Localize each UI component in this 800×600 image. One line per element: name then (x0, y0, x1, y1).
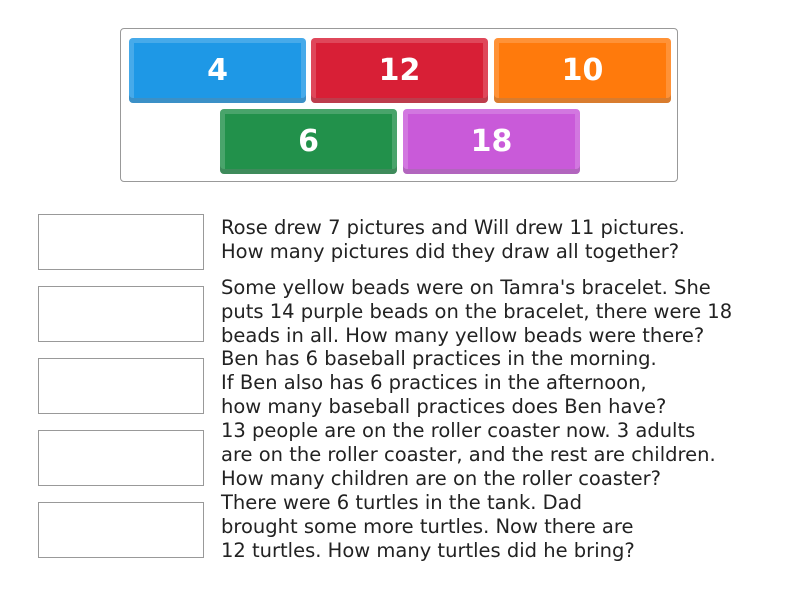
answer-tile[interactable]: 10 (494, 38, 671, 103)
question-text: Ben has 6 baseball practices in the morn… (221, 347, 667, 418)
question-text: 13 people are on the roller coaster now.… (221, 419, 716, 490)
answer-tile[interactable]: 6 (220, 109, 397, 174)
drop-slot[interactable] (38, 502, 204, 558)
answer-tile[interactable]: 12 (311, 38, 488, 103)
answer-pool (120, 28, 678, 182)
drop-slot[interactable] (38, 214, 204, 270)
question-text: Rose drew 7 pictures and Will drew 11 pi… (221, 216, 685, 263)
answer-tile[interactable]: 18 (403, 109, 580, 174)
drop-slot[interactable] (38, 430, 204, 486)
question-text: There were 6 turtles in the tank. Dad br… (221, 491, 635, 562)
drop-slot[interactable] (38, 358, 204, 414)
answer-tile[interactable]: 4 (129, 38, 306, 103)
question-text: Some yellow beads were on Tamra's bracel… (221, 276, 733, 347)
drop-slot[interactable] (38, 286, 204, 342)
